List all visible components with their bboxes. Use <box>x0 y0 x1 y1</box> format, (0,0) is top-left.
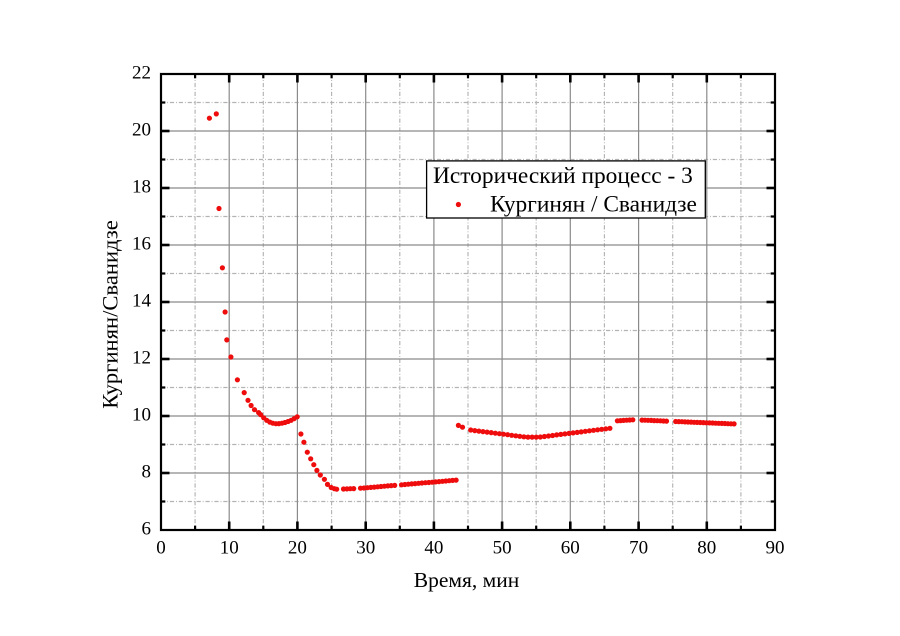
svg-text:16: 16 <box>132 234 151 255</box>
svg-text:70: 70 <box>629 538 648 559</box>
svg-text:Кургинян / Сванидзе: Кургинян / Сванидзе <box>490 191 697 217</box>
svg-text:80: 80 <box>697 538 716 559</box>
svg-text:50: 50 <box>493 538 512 559</box>
svg-text:60: 60 <box>561 538 580 559</box>
svg-text:Время, мин: Время, мин <box>414 568 520 592</box>
svg-text:10: 10 <box>132 405 151 426</box>
svg-text:8: 8 <box>142 462 152 483</box>
svg-text:30: 30 <box>356 538 375 559</box>
svg-text:90: 90 <box>766 538 785 559</box>
svg-text:14: 14 <box>132 291 152 312</box>
svg-text:10: 10 <box>220 538 239 559</box>
svg-text:6: 6 <box>142 519 152 540</box>
svg-text:22: 22 <box>132 63 151 84</box>
svg-text:Кургинян/Сванидзе: Кургинян/Сванидзе <box>98 220 123 409</box>
svg-text:20: 20 <box>288 538 307 559</box>
svg-text:0: 0 <box>156 538 166 559</box>
svg-text:18: 18 <box>132 177 151 198</box>
svg-text:40: 40 <box>424 538 443 559</box>
svg-text:20: 20 <box>132 120 151 141</box>
svg-text:12: 12 <box>132 348 151 369</box>
svg-text:Исторический процесс - 3: Исторический процесс - 3 <box>433 163 693 189</box>
